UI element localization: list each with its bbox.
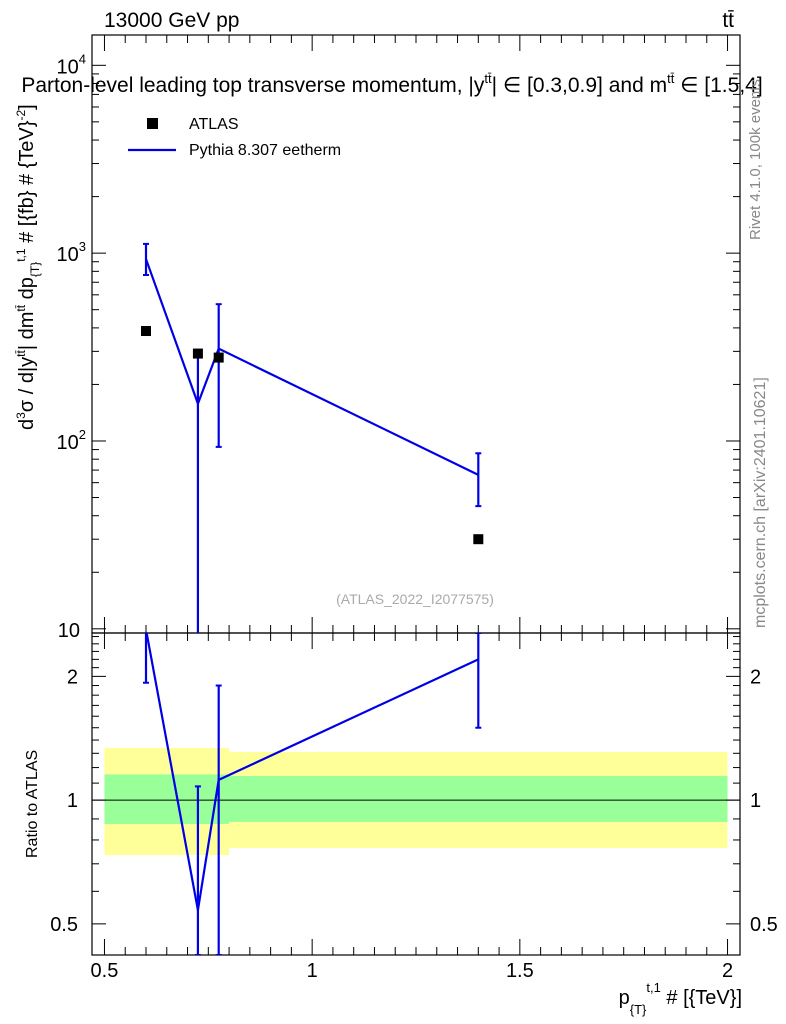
legend-atlas-marker bbox=[147, 118, 158, 129]
pythia-main-line bbox=[144, 258, 479, 476]
ratio-y-tick-label-left: 2 bbox=[67, 666, 78, 688]
mcplots-credit-label: mcplots.cern.ch [arXiv:2401.10621] bbox=[752, 377, 769, 628]
ratio-y-tick-label-left: 0.5 bbox=[50, 914, 78, 936]
ratio-inner-band bbox=[229, 775, 728, 822]
main-y-tick-label: 10 bbox=[58, 620, 80, 642]
legend-atlas-label: ATLAS bbox=[189, 116, 239, 133]
legend-pythia-label: Pythia 8.307 eetherm bbox=[189, 142, 341, 159]
ratio-y-ticks: 0.5 0.5 1 1 2 2 bbox=[50, 636, 778, 936]
ratio-y-tick-label-right: 1 bbox=[750, 790, 761, 812]
main-series-group bbox=[141, 242, 484, 633]
ratio-uncertainty-bands bbox=[92, 747, 740, 856]
ratio-y-tick-label-left: 1 bbox=[67, 790, 78, 812]
atlas-data-point bbox=[213, 352, 224, 363]
plot-title: Parton-level leading top transverse mome… bbox=[21, 71, 762, 97]
atlas-data-point bbox=[473, 534, 484, 545]
atlas-data-point bbox=[141, 326, 151, 337]
atlas-data-point bbox=[192, 348, 203, 359]
x-tick-label: 1.5 bbox=[506, 960, 534, 982]
ratio-y-tick-label-right: 0.5 bbox=[750, 914, 778, 936]
x-tick-label: 1 bbox=[307, 960, 318, 982]
pythia-ratio-line bbox=[145, 633, 479, 911]
legend: ATLAS Pythia 8.307 eetherm bbox=[128, 116, 341, 159]
main-y-tick-label: 103 bbox=[57, 239, 86, 266]
x-ticks: 0.5 1 1.5 2 bbox=[91, 35, 733, 982]
ratio-y-axis-label: Ratio to ATLAS bbox=[24, 750, 41, 858]
main-y-axis-label: d3σ / d|ytt̄| dmtt̄ dp{T}t,1 # [{fb} # {… bbox=[14, 104, 42, 430]
process-label: tt̄ bbox=[722, 9, 734, 32]
energy-label: 13000 GeV pp bbox=[104, 9, 239, 32]
main-y-tick-label: 104 bbox=[57, 51, 86, 78]
x-tick-label: 0.5 bbox=[91, 960, 119, 982]
rivet-version-label: Rivet 4.1.0, 100k events bbox=[747, 79, 764, 240]
ratio-inner-band bbox=[104, 774, 230, 824]
ratio-series-group bbox=[143, 633, 482, 955]
main-y-tick-label: 102 bbox=[57, 427, 86, 454]
x-tick-label: 2 bbox=[722, 960, 733, 982]
svg-text:d3σ / d|ytt̄| dmtt̄ dp{T}t,1 #: d3σ / d|ytt̄| dmtt̄ dp{T}t,1 # [{fb} # {… bbox=[14, 104, 42, 430]
analysis-id-watermark: (ATLAS_2022_I2077575) bbox=[336, 591, 494, 607]
main-y-ticks: 10 102 103 104 bbox=[57, 51, 740, 642]
x-axis-label: p{T}t,1 # [{TeV}] bbox=[619, 980, 742, 1017]
ratio-y-tick-label-right: 2 bbox=[750, 666, 761, 688]
